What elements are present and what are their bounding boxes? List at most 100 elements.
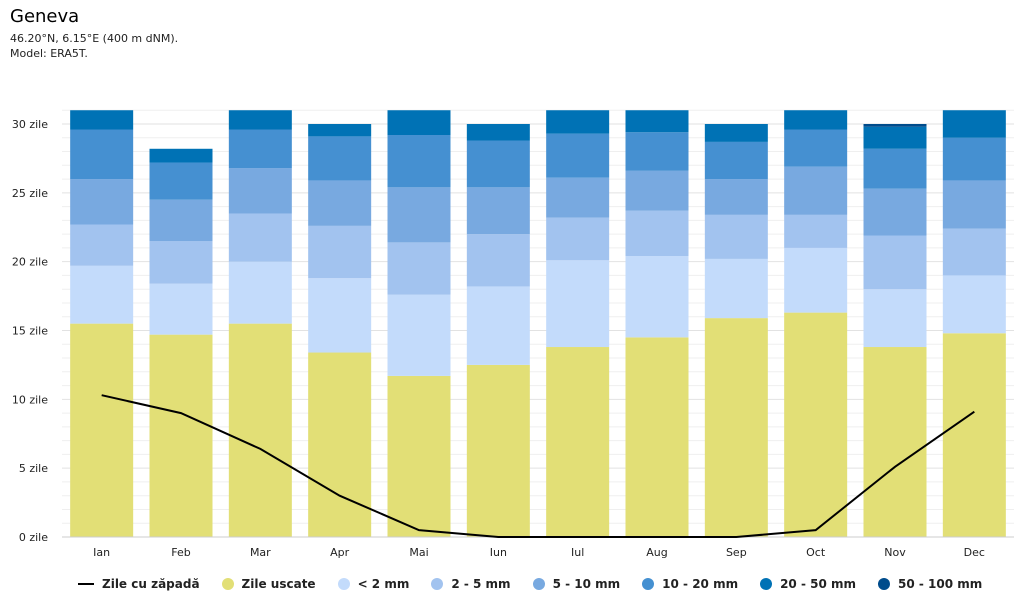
- bar-segment-5-10-mm: [149, 199, 213, 242]
- bar-segment-20-50-mm: [863, 126, 927, 149]
- y-tick-label: 20 zile: [12, 256, 48, 269]
- bar-segment-5-10-mm: [784, 166, 848, 215]
- bar-segment-5-10-mm: [625, 170, 689, 211]
- bar-segment-zile-uscate: [546, 347, 610, 537]
- bar-segment-zile-uscate: [625, 337, 689, 537]
- bar-segment-zile-uscate: [942, 333, 1006, 537]
- bar-segment-20-50-mm: [149, 148, 213, 163]
- bar-segment-2-5-mm: [704, 214, 768, 259]
- bar-segment-20-50-mm: [308, 124, 372, 137]
- legend-item-series-4[interactable]: 10 - 20 mm: [642, 577, 738, 591]
- legend-label: 5 - 10 mm: [552, 577, 621, 591]
- bar-segment-20-50-mm: [704, 124, 768, 142]
- bar-segment--2-mm: [625, 256, 689, 338]
- legend-label: 50 - 100 mm: [898, 577, 983, 591]
- bar-segment-10-20-mm: [70, 129, 134, 180]
- x-tick-label: Oct: [806, 546, 826, 559]
- bar-segment-10-20-mm: [942, 137, 1006, 181]
- chart-title: Geneva: [10, 6, 80, 27]
- bar-segment--2-mm: [466, 286, 530, 365]
- bar-segment-zile-uscate: [308, 352, 372, 537]
- bar-segment-10-20-mm: [228, 129, 292, 169]
- x-tick-label: Mai: [409, 546, 428, 559]
- bar-segment-zile-uscate: [863, 347, 927, 537]
- dot-marker-icon: [337, 578, 350, 590]
- bar-segment-5-10-mm: [387, 187, 451, 243]
- legend-label: Zile uscate: [241, 577, 316, 591]
- bar-segment-10-20-mm: [784, 129, 848, 167]
- legend-item-snow[interactable]: Zile cu zăpadă: [78, 577, 200, 591]
- bar-segment-10-20-mm: [625, 132, 689, 171]
- legend-label: 2 - 5 mm: [451, 577, 511, 591]
- bar-segment-zile-uscate: [466, 364, 530, 537]
- legend-label: 20 - 50 mm: [780, 577, 856, 591]
- bar-segment-5-10-mm: [466, 187, 530, 235]
- legend-item-series-6[interactable]: 50 - 100 mm: [878, 577, 982, 591]
- x-tick-label: Iul: [571, 546, 584, 559]
- legend-label: < 2 mm: [357, 577, 410, 591]
- x-tick-label: Dec: [964, 546, 985, 559]
- legend-item-series-2[interactable]: 2 - 5 mm: [431, 577, 511, 591]
- bar-segment--2-mm: [704, 258, 768, 319]
- x-tick-label: Sep: [726, 546, 747, 559]
- y-tick-label: 15 zile: [12, 325, 48, 338]
- bar-segment-5-10-mm: [942, 180, 1006, 229]
- bar-segment-2-5-mm: [466, 234, 530, 287]
- bar-segment-10-20-mm: [387, 135, 451, 188]
- legend-item-series-3[interactable]: 5 - 10 mm: [532, 577, 621, 591]
- legend-item-series-1[interactable]: < 2 mm: [337, 577, 410, 591]
- y-tick-label: 10 zile: [12, 393, 48, 406]
- dot-marker-icon: [878, 578, 890, 590]
- bar-segment-10-20-mm: [546, 133, 610, 178]
- legend-item-series-0[interactable]: Zile uscate: [221, 577, 316, 591]
- bar-segment-2-5-mm: [228, 213, 292, 262]
- bar-segment-50-100-mm: [863, 124, 927, 127]
- bar-segment--2-mm: [784, 247, 848, 313]
- bar-segment-20-50-mm: [546, 110, 610, 134]
- bar-segment-5-10-mm: [546, 177, 610, 218]
- x-tick-label: Feb: [171, 546, 190, 559]
- bar-segment-20-50-mm: [70, 110, 134, 130]
- legend-label: 10 - 20 mm: [662, 577, 739, 591]
- bar-segment-zile-uscate: [228, 323, 292, 537]
- bar-segment-2-5-mm: [784, 214, 848, 248]
- coordinates: 46.20°N, 6.15°E (400 m dNM).: [10, 32, 179, 45]
- bar-segment-10-20-mm: [308, 136, 372, 181]
- bar-segment-20-50-mm: [784, 110, 848, 130]
- bar-segment-5-10-mm: [704, 179, 768, 215]
- bar-segment-2-5-mm: [546, 217, 610, 261]
- y-tick-label: 0 zile: [19, 531, 48, 544]
- line-marker-icon: [78, 583, 94, 585]
- bar-segment-20-50-mm: [942, 110, 1006, 138]
- bar-segment-2-5-mm: [149, 241, 213, 284]
- bar-segment-20-50-mm: [625, 110, 689, 133]
- x-tick-label: Nov: [884, 546, 906, 559]
- bar-segment-zile-uscate: [149, 334, 213, 537]
- x-tick-label: Ian: [93, 546, 110, 559]
- legend: Zile cu zăpadă Zile uscate < 2 mm 2 - 5 mm 5…: [78, 577, 982, 591]
- bar-segment-2-5-mm: [625, 210, 689, 257]
- snow-days-line: [101, 394, 975, 538]
- bar-segment-zile-uscate: [70, 323, 134, 537]
- y-tick-label: 30 zile: [12, 118, 48, 131]
- legend-item-series-5[interactable]: 20 - 50 mm: [760, 577, 856, 591]
- bar-segment-5-10-mm: [70, 179, 134, 225]
- bar-segment-zile-uscate: [704, 318, 768, 537]
- dot-marker-icon: [642, 578, 655, 590]
- bar-segment-2-5-mm: [308, 225, 372, 279]
- y-tick-label: 5 zile: [19, 462, 48, 475]
- dot-marker-icon: [760, 578, 773, 590]
- bar-segment-10-20-mm: [149, 162, 213, 200]
- bar-segment-20-50-mm: [466, 124, 530, 141]
- bar-segment--2-mm: [546, 260, 610, 348]
- bar-segment--2-mm: [942, 275, 1006, 334]
- bar-segment-2-5-mm: [942, 228, 1006, 276]
- bar-segment-5-10-mm: [863, 188, 927, 236]
- bar-segment-20-50-mm: [228, 110, 292, 130]
- bar-segment-zile-uscate: [387, 375, 451, 537]
- dot-marker-icon: [532, 578, 545, 590]
- x-tick-label: Apr: [330, 546, 350, 559]
- x-tick-label: Aug: [646, 546, 667, 559]
- bar-segment-10-20-mm: [704, 141, 768, 180]
- bar-segment--2-mm: [387, 294, 451, 376]
